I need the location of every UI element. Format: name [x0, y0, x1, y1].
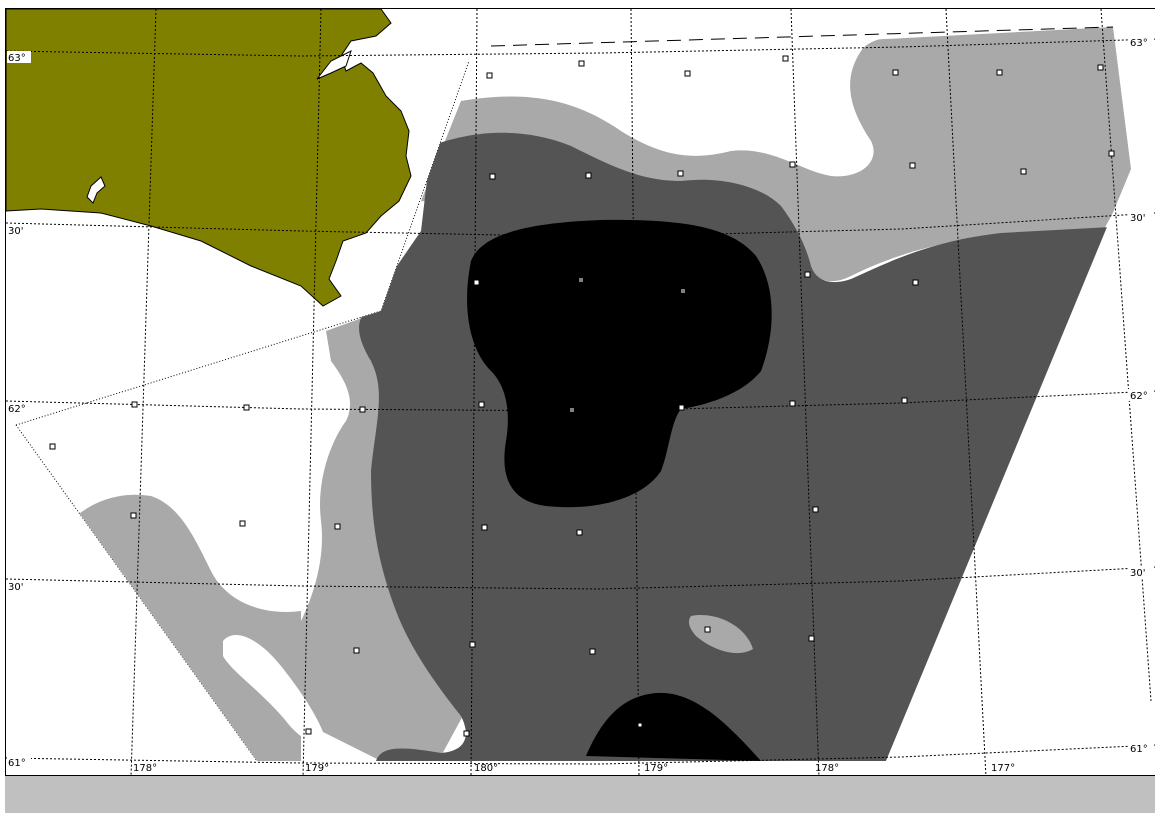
station-marker — [585, 172, 592, 179]
station-marker — [681, 289, 685, 293]
station-marker — [243, 404, 250, 411]
station-marker — [684, 70, 691, 77]
lon-label: 179° — [305, 763, 329, 774]
station-marker — [469, 641, 476, 648]
station-marker — [909, 162, 916, 169]
lat-label: 63° — [1130, 38, 1148, 49]
station-marker — [473, 279, 480, 286]
contour-level-low-patch — [688, 615, 753, 654]
station-marker — [782, 55, 789, 62]
station-marker — [579, 278, 583, 282]
station-marker — [305, 728, 312, 735]
station-marker — [677, 170, 684, 177]
station-marker — [1020, 168, 1027, 175]
station-marker — [1097, 64, 1104, 71]
station-marker — [892, 69, 899, 76]
land-area — [6, 9, 412, 307]
lon-label: 179° — [644, 763, 668, 774]
station-marker — [1108, 150, 1115, 157]
station-marker — [570, 408, 574, 412]
station-marker — [704, 626, 711, 633]
station-marker — [678, 404, 685, 411]
station-marker — [637, 722, 643, 728]
station-marker — [49, 443, 56, 450]
latitude-grid — [6, 38, 1155, 765]
station-marker — [576, 529, 583, 536]
lat-label: 61° — [8, 758, 26, 769]
lon-label: 180° — [474, 763, 498, 774]
station-marker — [334, 523, 341, 530]
longitude-grid — [130, 9, 1152, 777]
lat-label: 63° — [8, 53, 26, 64]
station-marker — [353, 647, 360, 654]
contour-gap-white — [223, 635, 326, 745]
contour-level-high — [467, 219, 772, 761]
lat-label: 61° — [1130, 744, 1148, 755]
station-marker — [812, 506, 819, 513]
lon-label: 178° — [815, 763, 839, 774]
map-canvas[interactable]: 63° 30' 62° 30' 61° 63° 30' 62° 30' 61° … — [6, 9, 1155, 777]
lat-label: 30' — [1130, 568, 1145, 579]
station-marker — [463, 730, 470, 737]
lon-labels-bottom: 178° 179° 180° 179° 178° 177° — [133, 763, 1015, 774]
station-marker — [789, 161, 796, 168]
lat-label: 30' — [8, 582, 23, 593]
station-marker — [912, 279, 919, 286]
lat-label: 30' — [8, 226, 23, 237]
boundary-line — [490, 26, 1114, 47]
station-marker — [486, 72, 493, 79]
contour-level-low — [71, 27, 1131, 761]
lon-label: 177° — [991, 763, 1015, 774]
station-marker — [901, 397, 908, 404]
station-marker — [808, 635, 815, 642]
station-marker — [804, 271, 811, 278]
land-inlet-north — [316, 50, 352, 80]
status-bar — [5, 776, 1155, 813]
station-markers — [49, 55, 1115, 737]
lon-label: 178° — [133, 763, 157, 774]
station-marker — [578, 60, 585, 67]
lat-label: 62° — [1130, 391, 1148, 402]
station-marker — [589, 648, 596, 655]
station-marker — [239, 520, 246, 527]
station-marker — [481, 524, 488, 531]
station-marker — [131, 401, 138, 408]
station-marker — [130, 512, 137, 519]
station-marker — [789, 400, 796, 407]
land-inlet — [86, 176, 106, 204]
station-marker — [489, 173, 496, 180]
map-frame[interactable]: 63° 30' 62° 30' 61° 63° 30' 62° 30' 61° … — [5, 8, 1155, 777]
lat-label: 62° — [8, 404, 26, 415]
station-marker — [996, 69, 1003, 76]
station-marker — [478, 401, 485, 408]
station-marker — [359, 406, 366, 413]
lat-labels-right: 63° 30' 62° 30' 61° — [1128, 36, 1154, 755]
lat-label: 30' — [1130, 213, 1145, 224]
lat-labels-left: 63° 30' 62° 30' 61° — [7, 51, 31, 769]
